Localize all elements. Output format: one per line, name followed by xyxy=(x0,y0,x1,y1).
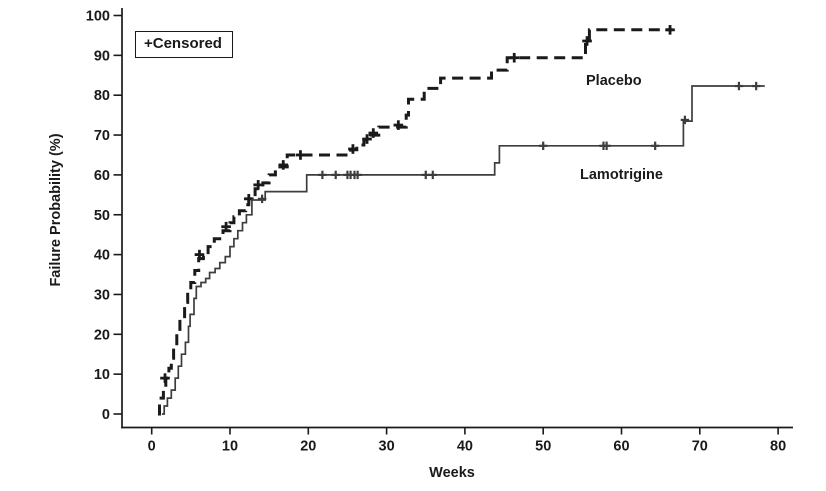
x-tick-label: 20 xyxy=(300,439,316,455)
x-tick-label: 50 xyxy=(535,439,551,455)
y-tick-label: 50 xyxy=(94,208,110,224)
censored-legend-text: +Censored xyxy=(144,35,222,52)
y-tick-label: 90 xyxy=(94,48,110,64)
lamotrigine-series-label: Lamotrigine xyxy=(580,167,663,183)
y-tick-label: 40 xyxy=(94,248,110,264)
y-tick-label: 70 xyxy=(94,128,110,144)
x-axis-title: Weeks xyxy=(429,465,475,481)
x-tick-label: 80 xyxy=(770,439,786,455)
censored-legend-box: +Censored xyxy=(135,31,233,58)
placebo-curve xyxy=(158,28,673,416)
y-tick-label: 10 xyxy=(94,367,110,383)
y-tick-label: 0 xyxy=(102,407,110,423)
x-tick-label: 0 xyxy=(148,439,156,455)
x-tick-label: 60 xyxy=(613,439,629,455)
x-tick-label: 40 xyxy=(457,439,473,455)
lamotrigine-curve xyxy=(161,85,765,415)
x-tick-label: 70 xyxy=(692,439,708,455)
y-tick-label: 100 xyxy=(86,9,110,25)
placebo-series-label: Placebo xyxy=(586,73,642,89)
y-axis-title: Failure Probability (%) xyxy=(48,133,64,287)
y-tick-label: 60 xyxy=(94,168,110,184)
y-tick-label: 30 xyxy=(94,287,110,303)
x-tick-label: 30 xyxy=(379,439,395,455)
x-tick-label: 10 xyxy=(222,439,238,455)
y-tick-label: 80 xyxy=(94,88,110,104)
y-tick-label: 20 xyxy=(94,327,110,343)
